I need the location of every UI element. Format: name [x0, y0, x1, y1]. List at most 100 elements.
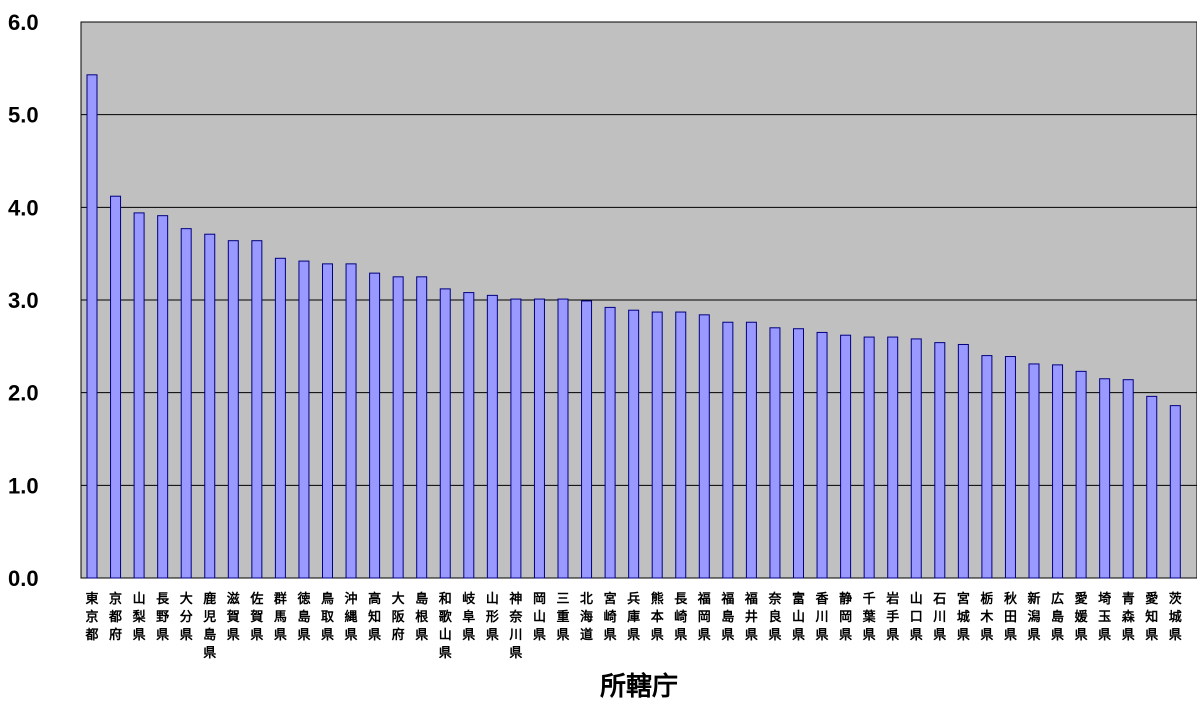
bar: [274, 257, 286, 579]
x-tick-label: 青森県: [1122, 591, 1136, 643]
y-tick-label: 4.0: [8, 195, 39, 220]
x-tick-label: 神奈川県: [508, 591, 523, 661]
x-tick-label: 静岡県: [839, 591, 852, 643]
x-tick-label: 滋賀県: [226, 591, 240, 643]
x-tick-label: 兵庫県: [627, 591, 640, 643]
y-tick-label: 6.0: [8, 10, 39, 35]
x-tick-label: 山口県: [910, 591, 923, 643]
bar: [392, 276, 404, 579]
x-tick-label: 広島県: [1051, 591, 1064, 643]
bar: [251, 240, 263, 579]
bar: [722, 321, 734, 579]
x-axis-title: 所轄庁: [600, 671, 678, 702]
x-tick-label: 沖縄県: [345, 591, 358, 643]
bar: [1075, 370, 1087, 579]
bar: [533, 298, 545, 579]
bar: [133, 212, 145, 579]
bar: [957, 343, 969, 579]
bar: [604, 306, 616, 579]
x-tick-label: 三重県: [556, 592, 569, 643]
bar: [698, 314, 710, 579]
x-tick-label: 山形県: [486, 591, 499, 643]
bar: [1004, 356, 1016, 579]
x-tick-label: 茨城県: [1169, 591, 1183, 643]
x-tick-label: 和歌山県: [439, 591, 453, 661]
bar: [110, 195, 122, 579]
y-axis-ticks: 0.0 1.0 2.0 3.0 4.0 5.0 6.0: [8, 10, 39, 591]
x-tick-label: 京都府: [108, 591, 122, 643]
x-tick-label: 新潟県: [1027, 591, 1040, 643]
x-tick-label: 大分県: [180, 591, 193, 643]
bar: [1028, 363, 1040, 579]
bar: [675, 311, 687, 579]
x-tick-label: 徳島県: [296, 591, 310, 643]
x-tick-label: 福井県: [744, 591, 758, 643]
x-tick-label: 長野県: [156, 592, 170, 643]
x-tick-label: 岐阜県: [462, 591, 476, 643]
bar: [887, 336, 899, 579]
bar: [840, 334, 852, 579]
x-tick-label: 宮城県: [957, 591, 970, 643]
x-tick-label: 福岡県: [697, 591, 711, 643]
x-axis-labels: 東京都京都府山梨県長野県大分県鹿児島県滋賀県佐賀県群馬県徳島県鳥取県沖縄県高知県…: [84, 591, 1182, 661]
x-tick-label: 愛媛県: [1074, 591, 1089, 643]
bar: [463, 292, 475, 579]
bar: [651, 311, 663, 579]
bar: [1169, 405, 1181, 579]
x-tick-label: 愛知県: [1145, 591, 1158, 643]
x-tick-label: 北海道: [580, 592, 593, 643]
y-tick-label: 1.0: [8, 473, 39, 498]
bar: [816, 331, 828, 579]
bar: [322, 263, 333, 579]
x-tick-label: 岩手県: [885, 591, 899, 643]
bar: [486, 294, 498, 579]
y-tick-label: 3.0: [8, 288, 39, 313]
bar: [1146, 395, 1158, 579]
bar: [180, 228, 192, 579]
x-tick-label: 鹿児島県: [202, 591, 216, 661]
bar: [1099, 378, 1111, 579]
y-tick-label: 5.0: [8, 103, 39, 128]
bar: [863, 336, 875, 579]
x-tick-label: 秋田県: [1004, 591, 1018, 643]
x-tick-label: 長崎県: [674, 592, 688, 643]
x-tick-label: 埼玉県: [1098, 591, 1111, 643]
bar: [298, 260, 310, 579]
x-tick-label: 香川県: [815, 591, 830, 643]
x-tick-label: 群馬県: [274, 591, 287, 643]
x-tick-label: 富山県: [792, 591, 805, 643]
bar: [581, 300, 593, 579]
bars: [86, 74, 1181, 579]
bar: [369, 272, 381, 579]
bar: [628, 309, 640, 579]
x-tick-label: 石川県: [932, 592, 946, 643]
x-tick-label: 岡山県: [533, 592, 546, 643]
bar: [910, 338, 922, 579]
bar: [745, 321, 757, 579]
x-tick-label: 高知県: [368, 591, 381, 643]
x-tick-label: 福島県: [720, 591, 734, 643]
bar: [1122, 379, 1134, 579]
bar: [1052, 364, 1064, 579]
x-tick-label: 東京都: [84, 591, 98, 643]
bar: [227, 240, 239, 579]
x-tick-label: 宮崎県: [604, 591, 617, 643]
x-tick-label: 佐賀県: [249, 591, 263, 643]
x-tick-label: 鳥取県: [321, 591, 335, 643]
x-tick-label: 千葉県: [862, 591, 877, 643]
x-tick-label: 島根県: [415, 591, 429, 643]
bar: [981, 355, 993, 579]
bar: [204, 233, 216, 579]
bar: [439, 288, 451, 579]
bar: [793, 328, 804, 579]
y-tick-label: 0.0: [8, 566, 39, 591]
bar: [934, 342, 946, 579]
x-tick-label: 山梨県: [132, 591, 147, 643]
bar: [86, 74, 98, 579]
x-tick-label: 熊本県: [651, 591, 664, 643]
bar: [769, 327, 781, 579]
bar: [345, 263, 357, 579]
x-tick-label: 奈良県: [767, 591, 782, 643]
x-tick-label: 栃木県: [979, 591, 994, 643]
